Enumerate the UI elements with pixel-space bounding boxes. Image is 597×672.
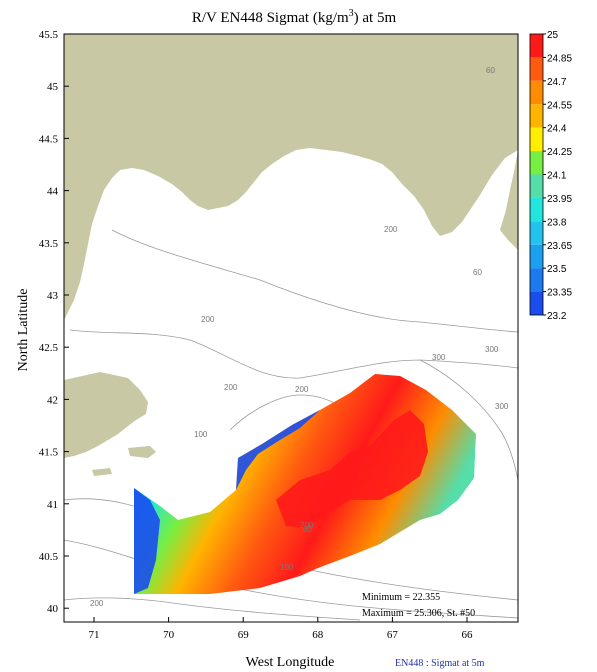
colorbar-label: 24.1: [547, 171, 567, 182]
colorbar-segment: [530, 221, 543, 245]
svg-text:200: 200: [201, 315, 215, 324]
svg-text:300: 300: [432, 353, 446, 362]
y-tick-label: 43: [47, 290, 59, 302]
svg-text:200: 200: [224, 383, 238, 392]
y-tick-label: 45.5: [39, 29, 59, 41]
y-axis-label: North Latitude: [16, 289, 31, 372]
svg-text:60: 60: [486, 66, 495, 75]
colorbar-label: 23.95: [547, 194, 572, 205]
svg-text:200: 200: [90, 599, 104, 608]
cape-cod: [64, 372, 148, 458]
maximum-annotation: Maximum = 25.306, St. #50: [362, 608, 475, 619]
colorbar-segment: [530, 291, 543, 315]
islands: [92, 446, 156, 476]
svg-text:200: 200: [384, 225, 398, 234]
map-title: R/V EN448 Sigmat (kg/m3) at 5m: [192, 8, 397, 26]
x-tick-label: 68: [312, 629, 324, 641]
svg-text:200: 200: [295, 385, 309, 394]
colorbar-segment: [530, 268, 543, 292]
colorbar-segment: [530, 174, 543, 198]
colorbar-label: 23.8: [547, 217, 567, 228]
x-axis-ticks: 71 70 69 68 67 66: [89, 617, 474, 641]
y-tick-label: 45: [47, 81, 59, 93]
svg-text:60: 60: [303, 525, 312, 534]
land-mass: [64, 34, 518, 320]
y-tick-label: 42: [47, 394, 58, 406]
colorbar: 25 24.85 24.7 24.55 24.4 24.25 24.1 23.95 23.8 23…: [529, 30, 572, 322]
x-tick-label: 70: [163, 629, 175, 641]
x-tick-label: 67: [387, 629, 399, 641]
nova-scotia: [500, 150, 518, 250]
svg-text:100: 100: [194, 430, 208, 439]
colorbar-label: 24.55: [547, 100, 572, 111]
x-tick-label: 71: [89, 629, 100, 641]
colorbar-label: 23.65: [547, 241, 572, 252]
colorbar-label: 24.85: [547, 53, 572, 64]
svg-text:60: 60: [473, 268, 482, 277]
x-axis-label: West Longitude: [246, 655, 335, 670]
colorbar-label: 25: [547, 30, 559, 41]
y-axis-ticks: 45.5 45 44.5 44 43.5 43 42.5 42 41.5 41 40.5 40: [39, 29, 69, 615]
minimum-annotation: Minimum = 22.355: [362, 592, 440, 603]
colorbar-label: 24.4: [547, 124, 567, 135]
figure-footer: EN448 : Sigmat at 5m: [395, 658, 485, 669]
y-tick-label: 42.5: [39, 342, 59, 354]
plot-frame: [63, 33, 519, 623]
colorbar-label: 23.2: [547, 311, 567, 322]
y-tick-label: 41.5: [39, 447, 59, 459]
y-tick-label: 43.5: [39, 238, 59, 250]
colorbar-label: 24.25: [547, 147, 572, 158]
y-tick-label: 41: [47, 499, 58, 511]
colorbar-label: 23.5: [547, 264, 567, 275]
svg-text:300: 300: [485, 345, 499, 354]
y-tick-label: 44: [47, 186, 59, 198]
colorbar-label: 24.7: [547, 77, 567, 88]
svg-text:100: 100: [280, 563, 294, 572]
colorbar-segment: [530, 34, 543, 58]
colorbar-segment: [530, 244, 543, 269]
colorbar-segment: [530, 104, 543, 128]
colorbar-segment: [530, 127, 543, 152]
colorbar-segment: [530, 197, 543, 222]
colorbar-segment: [530, 151, 543, 175]
y-tick-label: 40: [47, 603, 59, 615]
svg-text:300: 300: [495, 402, 509, 411]
high-density-core: [276, 410, 428, 528]
colorbar-segment: [530, 80, 543, 105]
colorbar-label: 23.35: [547, 288, 572, 299]
y-tick-label: 44.5: [39, 133, 59, 145]
svg-text:200: 200: [300, 521, 314, 530]
contour-labels: 60 200 200 200 60 200 300 300 300 100 20…: [90, 66, 509, 608]
x-tick-label: 66: [462, 629, 474, 641]
colorbar-segment: [530, 57, 543, 81]
x-tick-label: 69: [238, 629, 250, 641]
y-tick-label: 40.5: [39, 551, 59, 563]
